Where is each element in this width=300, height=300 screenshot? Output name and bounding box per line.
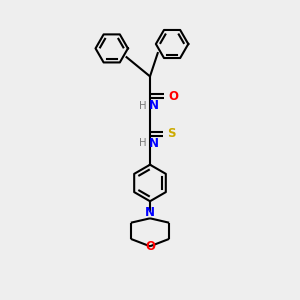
Text: N: N	[148, 137, 158, 150]
Text: O: O	[145, 240, 155, 253]
Text: N: N	[148, 99, 158, 112]
Text: N: N	[145, 206, 155, 219]
Text: H: H	[139, 100, 146, 111]
Text: S: S	[167, 127, 176, 140]
Text: O: O	[168, 90, 178, 103]
Text: H: H	[139, 138, 146, 148]
